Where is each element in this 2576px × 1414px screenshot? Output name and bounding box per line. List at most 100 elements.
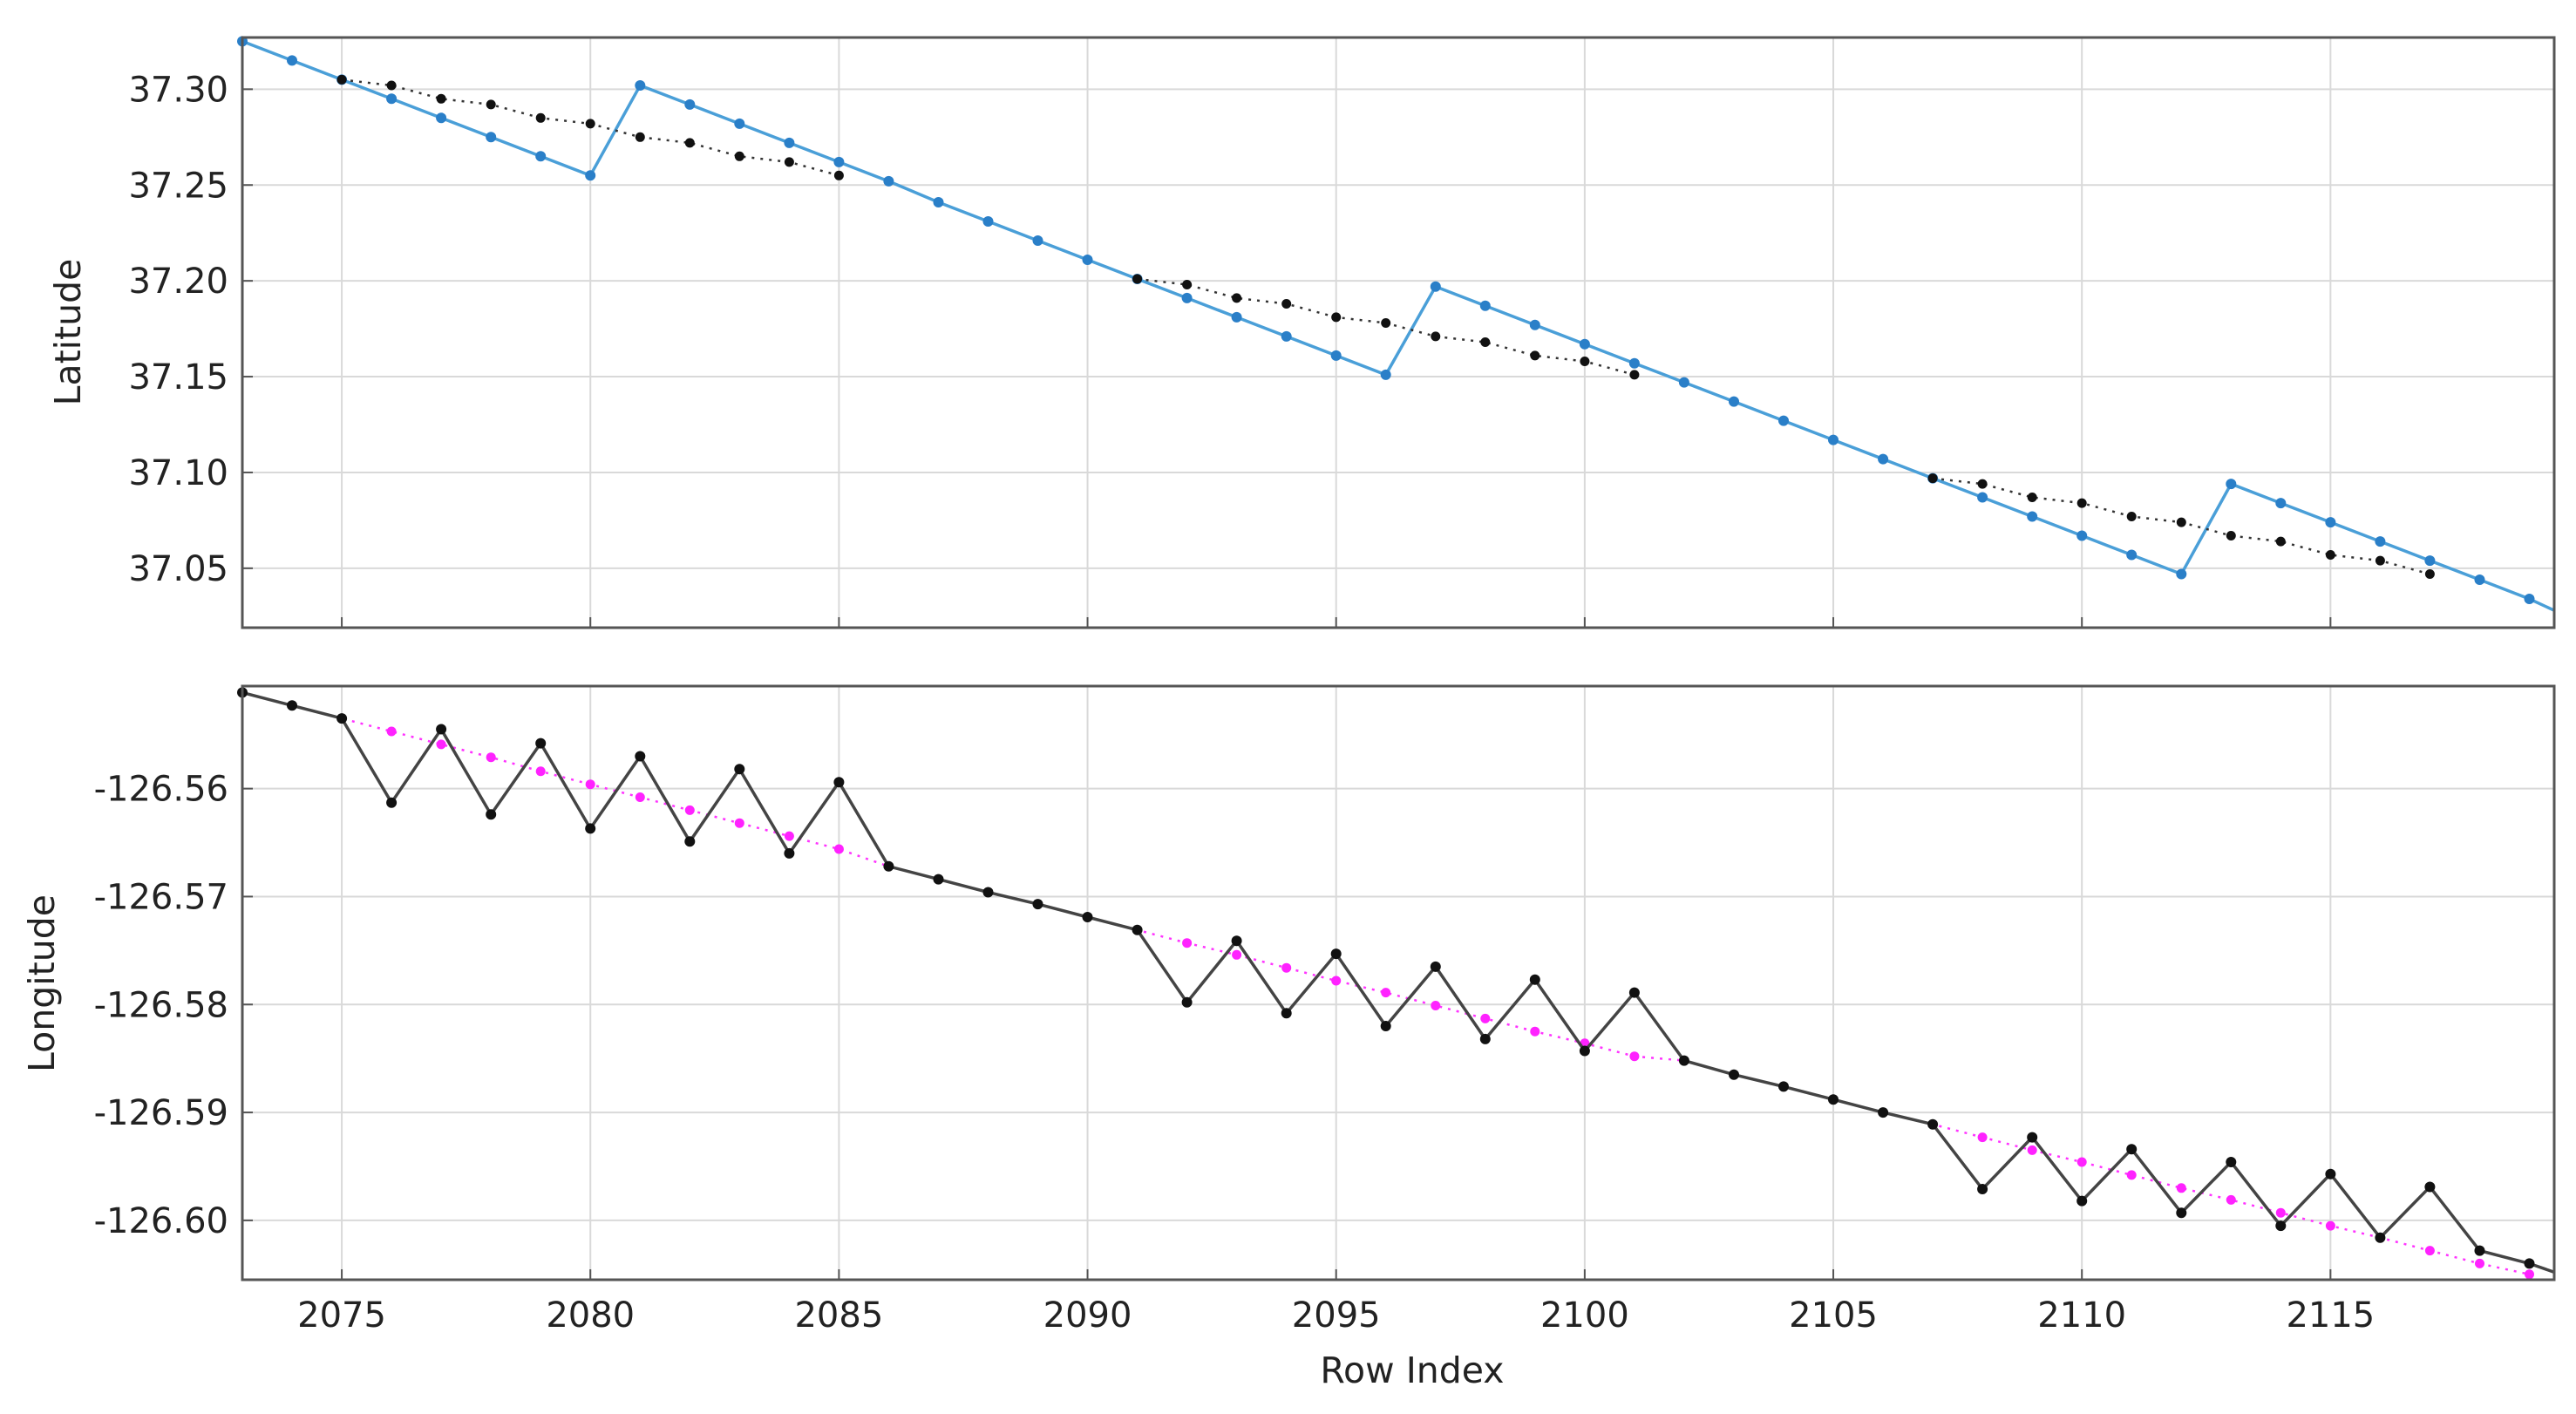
data-point [336, 74, 347, 85]
data-point [1231, 935, 1242, 947]
data-point [2325, 517, 2336, 528]
data-point [883, 175, 894, 187]
x-tick-label: 2090 [1043, 1295, 1132, 1336]
data-point [535, 766, 546, 777]
data-point [1430, 281, 1441, 292]
data-point [2424, 569, 2435, 579]
data-point [883, 860, 894, 872]
data-point [1281, 1008, 1292, 1019]
data-point [386, 93, 398, 105]
panel-latitude: 37.05 37.10 37.15 37.20 37.25 37.30 Latitude [47, 36, 2556, 629]
x-tick-label: 2080 [546, 1295, 635, 1336]
data-point [734, 118, 745, 129]
data-point [1132, 274, 1143, 284]
data-point [1878, 453, 1889, 465]
data-point [2375, 1232, 2386, 1243]
data-point [2226, 531, 2236, 540]
data-point [1927, 1118, 1939, 1130]
data-point [1778, 1081, 1789, 1092]
data-point [734, 818, 744, 828]
data-point [1729, 1069, 1739, 1080]
data-point [287, 700, 297, 711]
data-point [1281, 962, 1292, 973]
data-point [982, 216, 994, 227]
data-point [1231, 311, 1242, 323]
x-tick-label: 2100 [1540, 1295, 1629, 1336]
data-point [1678, 1055, 1689, 1066]
data-point [2027, 1132, 2038, 1143]
data-point [2325, 1168, 2336, 1179]
data-point [1977, 479, 1988, 489]
data-point [1381, 318, 1391, 328]
data-point [1530, 350, 1540, 361]
data-point [1977, 1132, 1988, 1143]
data-point [1529, 319, 1540, 330]
data-point [386, 726, 397, 737]
data-point [2027, 493, 2037, 502]
data-point [833, 170, 844, 180]
data-point [2524, 594, 2535, 604]
data-point [1181, 996, 1193, 1008]
data-point [933, 874, 944, 885]
data-point [2275, 536, 2286, 547]
data-point [2076, 530, 2088, 541]
y-tick-label: 37.20 [128, 262, 228, 302]
data-point [2424, 555, 2436, 567]
data-point [436, 724, 447, 735]
data-point [2375, 555, 2385, 566]
data-point [1977, 492, 1988, 503]
data-point [2424, 1181, 2436, 1193]
data-point [734, 764, 745, 775]
data-point [1530, 1026, 1540, 1037]
data-point [635, 132, 645, 142]
data-point [833, 844, 844, 854]
y-tick-label: -126.59 [94, 1093, 228, 1133]
data-point [2226, 1194, 2236, 1205]
series-1 [336, 74, 844, 180]
y-axis-label: Longitude [21, 894, 63, 1072]
y-tick-label: 37.05 [128, 549, 228, 589]
data-point [1181, 292, 1193, 303]
data-point [1678, 377, 1689, 388]
series-line [241, 690, 2555, 1274]
data-point [1232, 293, 1242, 303]
data-point [336, 713, 348, 724]
series-3 [1927, 473, 2435, 579]
data-point [585, 823, 596, 834]
data-point [1330, 350, 1342, 361]
panel-longitude: -126.56 -126.57 -126.58 -126.59 -126.60 2075 2… [21, 684, 2556, 1336]
data-point [2525, 1269, 2534, 1280]
data-point [1431, 331, 1441, 342]
data-point [982, 887, 994, 898]
data-point [1281, 299, 1292, 309]
y-tick-label: -126.60 [94, 1201, 228, 1241]
data-point [1579, 338, 1590, 350]
data-point [784, 831, 794, 841]
data-point [2176, 1207, 2187, 1219]
data-point [2524, 1258, 2535, 1269]
data-point [833, 156, 845, 167]
data-point [635, 80, 646, 91]
data-point [1182, 938, 1193, 948]
x-tick-label: 2105 [1789, 1295, 1878, 1336]
data-point [1729, 396, 1739, 407]
data-point [784, 847, 795, 859]
data-point [684, 805, 695, 815]
data-point [2027, 511, 2038, 522]
data-point [734, 151, 744, 161]
data-point [1480, 337, 1491, 347]
plot-area [242, 37, 2554, 628]
data-point [1032, 235, 1043, 246]
x-tick-label: 2075 [297, 1295, 386, 1336]
data-point [1132, 924, 1143, 935]
data-point [1032, 899, 1043, 910]
data-point [784, 157, 794, 167]
y-axis-label: Latitude [47, 259, 89, 406]
data-point [684, 99, 696, 110]
y-tick-label: 37.15 [128, 357, 228, 398]
data-point [684, 138, 695, 148]
data-point [2275, 498, 2287, 509]
data-point [1331, 976, 1342, 986]
data-point [2126, 549, 2138, 561]
data-point [1828, 434, 1839, 445]
